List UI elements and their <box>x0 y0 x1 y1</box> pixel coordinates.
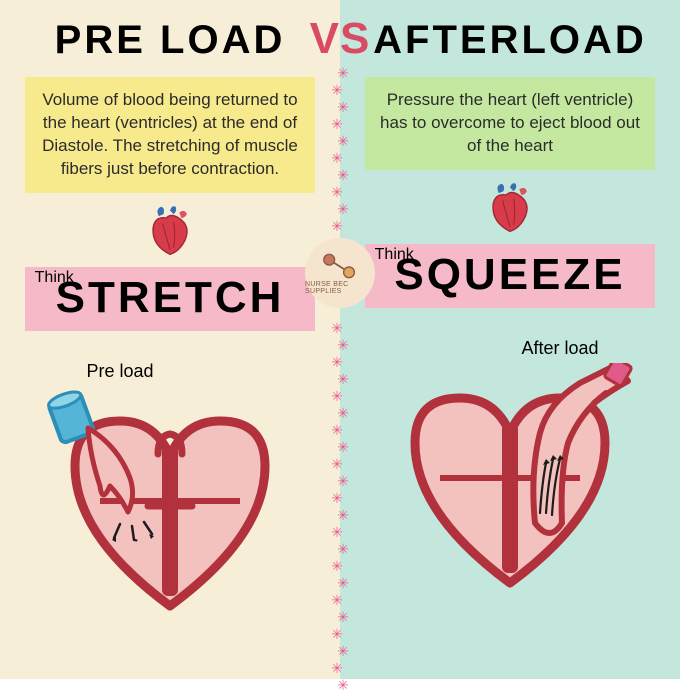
divider-flower-icon: ✳ <box>337 678 349 695</box>
think-label: Think <box>375 246 414 264</box>
preload-diagram-label: Pre load <box>86 361 253 382</box>
preload-heart-diagram <box>40 386 300 616</box>
afterload-mnemonic-box: Think SQUEEZE <box>365 244 656 308</box>
brand-logo: NURSE BEC SUPPLIES <box>305 238 375 308</box>
afterload-title: AFTERLOAD <box>373 18 647 63</box>
brand-name: NURSE BEC SUPPLIES <box>305 281 375 295</box>
preload-mnemonic-box: Think STRETCH <box>25 267 316 331</box>
anatomical-heart-icon <box>142 203 198 259</box>
afterload-mnemonic: SQUEEZE <box>375 250 646 300</box>
think-label: Think <box>35 269 74 287</box>
preload-title: PRE LOAD <box>55 18 286 63</box>
anatomical-heart-icon <box>482 180 538 236</box>
afterload-description: Pressure the heart (left ventricle) has … <box>365 77 656 170</box>
afterload-diagram-label: After load <box>421 338 598 359</box>
preload-mnemonic: STRETCH <box>35 273 306 323</box>
afterload-heart-diagram <box>380 363 640 593</box>
preload-column: PRE LOAD Volume of blood being returned … <box>0 0 340 679</box>
afterload-column: AFTERLOAD Pressure the heart (left ventr… <box>340 0 680 679</box>
preload-description: Volume of blood being returned to the he… <box>25 77 316 193</box>
spool-icon <box>322 252 358 280</box>
vs-label: VS <box>310 14 371 64</box>
